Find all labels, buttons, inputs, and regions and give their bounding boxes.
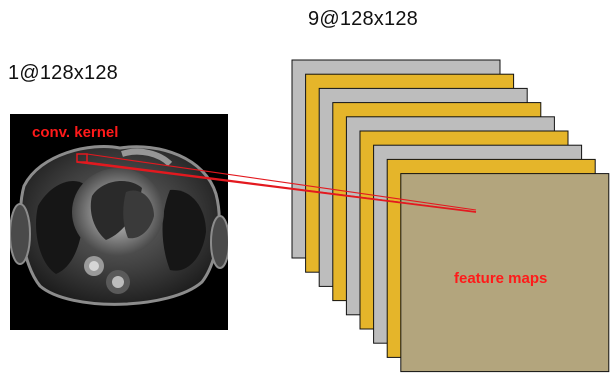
mri-cardiac-slice	[10, 145, 228, 306]
conv-kernel-label: conv. kernel	[32, 124, 119, 141]
output-dimension-label: 9@128x128	[308, 8, 418, 30]
kernel-projection-line	[86, 153, 477, 211]
conv-kernel-box	[76, 153, 88, 163]
input-mri-image	[10, 114, 228, 330]
feature-maps-label: feature maps	[454, 270, 548, 287]
kernel-projection-line	[76, 161, 477, 213]
input-dimension-label: 1@128x128	[8, 62, 118, 84]
